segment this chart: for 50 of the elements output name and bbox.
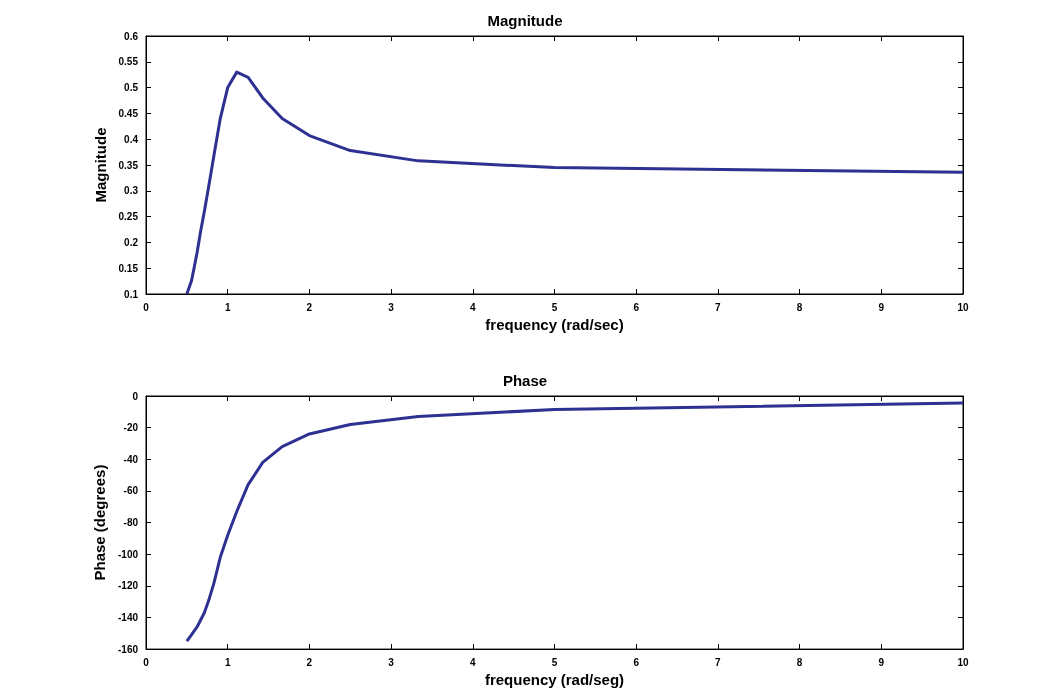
x-tick-label: 6 xyxy=(633,301,640,313)
chart-title: Magnitude xyxy=(487,12,563,29)
x-tick-label: 3 xyxy=(388,301,395,313)
y-tick-label: -40 xyxy=(123,453,139,465)
y-tick-label: 0.3 xyxy=(124,185,139,197)
y-tick-label: -160 xyxy=(117,643,139,655)
y-tick-label: 0.6 xyxy=(124,30,139,42)
y-axis-title: Magnitude xyxy=(91,127,109,203)
y-tick-label: 0.25 xyxy=(118,211,139,223)
chart-title: Phase xyxy=(502,372,548,389)
x-tick-label: 1 xyxy=(224,656,231,668)
x-tick-label: 2 xyxy=(306,301,313,313)
x-tick-label: 4 xyxy=(470,656,477,668)
y-tick-label: 0 xyxy=(132,390,139,402)
x-tick-label: 0 xyxy=(143,301,150,313)
y-tick-label: 0.5 xyxy=(124,82,139,94)
x-axis-title: frequency (rad/sec) xyxy=(485,315,624,333)
y-tick-label: 0.2 xyxy=(124,236,139,248)
x-tick-label: 10 xyxy=(957,301,969,313)
y-tick-label: -20 xyxy=(123,422,139,434)
y-tick-label: 0.45 xyxy=(118,107,139,119)
line-series xyxy=(185,401,965,643)
x-axis-title: frequency (rad/seg) xyxy=(484,671,625,688)
x-tick-label: 9 xyxy=(878,301,885,313)
x-tick-label: 3 xyxy=(388,656,395,668)
y-tick-label: -60 xyxy=(123,485,139,497)
x-tick-label: 4 xyxy=(470,301,477,313)
x-tick-label: 8 xyxy=(796,301,803,313)
x-tick-label: 10 xyxy=(957,656,969,668)
y-tick-label: -120 xyxy=(117,580,139,592)
x-tick-label: 8 xyxy=(796,656,803,668)
x-tick-label: 6 xyxy=(633,656,640,668)
y-tick-label: 0.1 xyxy=(124,288,139,300)
x-tick-label: 7 xyxy=(715,301,722,313)
x-tick-label: 5 xyxy=(551,656,558,668)
y-tick-label: -100 xyxy=(117,548,139,560)
y-tick-label: -80 xyxy=(123,517,139,529)
y-tick-label: 0.35 xyxy=(118,159,139,171)
y-tick-label: -140 xyxy=(117,611,139,623)
y-tick-label: 0.4 xyxy=(124,133,139,145)
y-tick-label: 0.15 xyxy=(118,262,139,274)
line-series xyxy=(185,70,965,296)
x-tick-label: 0 xyxy=(143,656,150,668)
x-tick-label: 1 xyxy=(224,301,231,313)
x-tick-label: 7 xyxy=(715,656,722,668)
x-tick-label: 2 xyxy=(306,656,313,668)
y-tick-label: 0.55 xyxy=(118,56,139,68)
y-axis-title: Phase (degrees) xyxy=(91,464,109,581)
x-tick-label: 5 xyxy=(551,301,558,313)
x-tick-label: 9 xyxy=(878,656,885,668)
